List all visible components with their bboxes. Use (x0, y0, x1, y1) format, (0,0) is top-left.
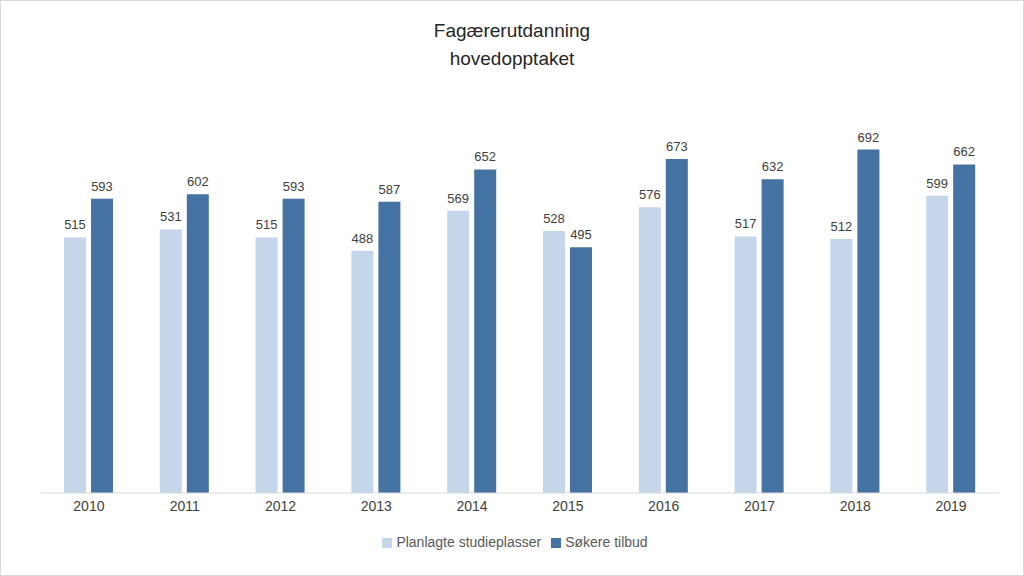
svg-text:528: 528 (543, 211, 565, 226)
svg-text:2013: 2013 (361, 498, 392, 514)
svg-text:515: 515 (256, 217, 278, 232)
svg-text:662: 662 (953, 144, 975, 159)
svg-text:632: 632 (762, 159, 784, 174)
html-text:hovedopptaket: hovedopptaket (449, 48, 575, 69)
svg-text:673: 673 (666, 139, 688, 154)
svg-text:2010: 2010 (73, 498, 104, 514)
svg-text:2018: 2018 (840, 498, 871, 514)
svg-text:2014: 2014 (457, 498, 488, 514)
svg-text:2017: 2017 (744, 498, 775, 514)
svg-text:2012: 2012 (265, 498, 296, 514)
svg-text:515: 515 (64, 217, 86, 232)
svg-text:602: 602 (187, 174, 209, 189)
svg-text:495: 495 (570, 227, 592, 242)
html-text:Planlagte studieplasser: Planlagte studieplasser (396, 534, 542, 550)
html-text:Fagærerutdanning: Fagærerutdanning (433, 20, 591, 41)
svg-text:2015: 2015 (552, 498, 583, 514)
svg-text:531: 531 (160, 209, 182, 224)
svg-text:2011: 2011 (170, 498, 200, 514)
svg-text:692: 692 (858, 130, 880, 145)
svg-text:652: 652 (474, 149, 496, 164)
svg-text:576: 576 (639, 187, 661, 202)
svg-text:593: 593 (283, 179, 305, 194)
svg-text:2016: 2016 (648, 498, 679, 514)
svg-text:587: 587 (379, 182, 401, 197)
svg-text:599: 599 (926, 176, 948, 191)
svg-text:512: 512 (831, 219, 853, 234)
svg-text:488: 488 (352, 231, 374, 246)
html-text:Søkere tilbud: Søkere tilbud (565, 534, 648, 550)
svg-text:569: 569 (447, 191, 469, 206)
svg-text:2019: 2019 (936, 498, 967, 514)
svg-text:593: 593 (91, 179, 113, 194)
svg-text:517: 517 (735, 216, 757, 231)
